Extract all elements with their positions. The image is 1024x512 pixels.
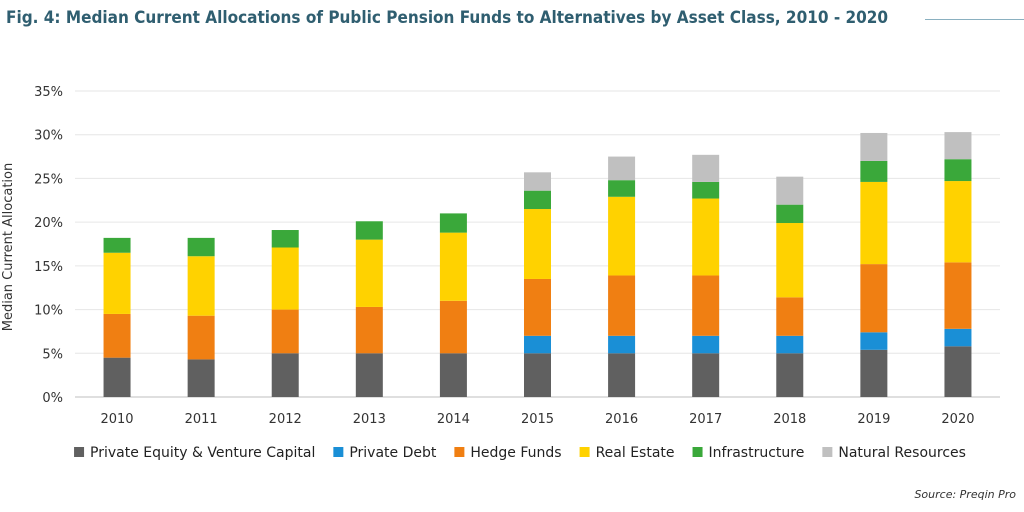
x-tick-label: 2013	[353, 412, 386, 427]
x-tick-label: 2018	[773, 412, 806, 427]
legend-swatch	[822, 447, 833, 457]
y-tick-label: 20%	[34, 216, 63, 231]
bar-segment	[692, 275, 720, 336]
bar-segment	[524, 190, 551, 210]
y-tick-label: 5%	[42, 347, 63, 362]
bar-segment	[944, 262, 972, 329]
bar-segment	[608, 196, 636, 276]
legend-label: Real Estate	[596, 445, 675, 461]
bar-segment	[860, 160, 888, 182]
bar-segment	[776, 335, 804, 354]
bar-segment	[524, 353, 551, 397]
bar-segment	[608, 275, 636, 336]
bar-segment	[776, 297, 804, 336]
bar-segment	[271, 309, 299, 354]
bar-segment	[355, 306, 383, 354]
bar-segment	[776, 223, 804, 298]
x-tick-label: 2016	[605, 412, 638, 427]
x-tick-label: 2012	[269, 412, 302, 427]
legend-label: Private Debt	[349, 445, 437, 461]
x-tick-label: 2017	[689, 412, 722, 427]
bar-segment	[187, 237, 215, 257]
bar-segment	[439, 300, 467, 354]
bar-segment	[860, 332, 888, 350]
legend-label: Natural Resources	[838, 445, 966, 461]
bar-segment	[860, 132, 888, 161]
y-tick-label: 35%	[34, 85, 63, 100]
y-tick-label: 25%	[34, 172, 63, 187]
bar-segment	[187, 256, 215, 316]
figure-title: Fig. 4: Median Current Allocations of Pu…	[6, 8, 889, 28]
bar-segment	[692, 181, 720, 199]
x-tick-label: 2010	[100, 412, 133, 427]
bar-segment	[860, 349, 888, 397]
bar-segment	[608, 335, 636, 354]
legend-swatch	[579, 447, 590, 457]
bar-segment	[776, 353, 804, 397]
bar-segment	[271, 247, 299, 310]
bar-segment	[439, 232, 467, 301]
bar-segment	[860, 264, 888, 333]
bar-segment	[776, 176, 804, 205]
x-tick-label: 2019	[857, 412, 890, 427]
x-tick-label: 2020	[941, 412, 974, 427]
y-axis-label: Median Current Allocation	[1, 163, 16, 331]
bar-segment	[524, 172, 551, 191]
bar-segment	[776, 204, 804, 224]
bar-segment	[187, 315, 215, 360]
legend-label: Private Equity & Venture Capital	[90, 445, 315, 461]
bar-segment	[355, 353, 383, 397]
bar-segment	[524, 278, 551, 336]
bar-segment	[608, 180, 636, 197]
bar-segment	[692, 335, 720, 354]
bar-segment	[608, 353, 636, 397]
bar-segment	[944, 346, 972, 397]
bar-segment	[355, 239, 383, 307]
bar-segment	[271, 230, 299, 248]
bar-segment	[103, 313, 131, 358]
legend-label: Hedge Funds	[470, 445, 561, 461]
legend-label: Infrastructure	[709, 445, 805, 461]
bar-segment	[944, 159, 972, 182]
bar-segment	[439, 213, 467, 233]
x-tick-label: 2014	[437, 412, 470, 427]
bar-segment	[187, 359, 215, 397]
source-note: Source: Preqin Pro	[914, 488, 1016, 501]
x-tick-label: 2011	[185, 412, 218, 427]
bar-segment	[524, 209, 551, 279]
bar-segment	[355, 221, 383, 240]
legend-swatch	[74, 447, 85, 457]
y-tick-label: 15%	[34, 260, 63, 275]
bar-segment	[692, 154, 720, 182]
title-rule	[925, 19, 1024, 20]
y-tick-label: 0%	[42, 391, 63, 406]
bar-segment	[944, 328, 972, 347]
bar-segment	[944, 132, 972, 160]
bar-segment	[439, 353, 467, 397]
bar-segment	[103, 237, 131, 253]
y-tick-label: 10%	[34, 304, 63, 319]
bar-segment	[103, 357, 131, 397]
bar-segment	[692, 353, 720, 397]
legend-swatch	[454, 447, 465, 457]
legend-swatch	[333, 447, 344, 457]
bar-segment	[608, 156, 636, 181]
legend-swatch	[692, 447, 703, 457]
bar-segment	[103, 252, 131, 314]
x-tick-label: 2015	[521, 412, 554, 427]
bar-segment	[524, 335, 551, 354]
bar-segment	[860, 181, 888, 265]
bar-segment	[944, 181, 972, 263]
y-tick-label: 30%	[34, 129, 63, 144]
bar-segment	[692, 198, 720, 276]
bar-segment	[271, 353, 299, 397]
